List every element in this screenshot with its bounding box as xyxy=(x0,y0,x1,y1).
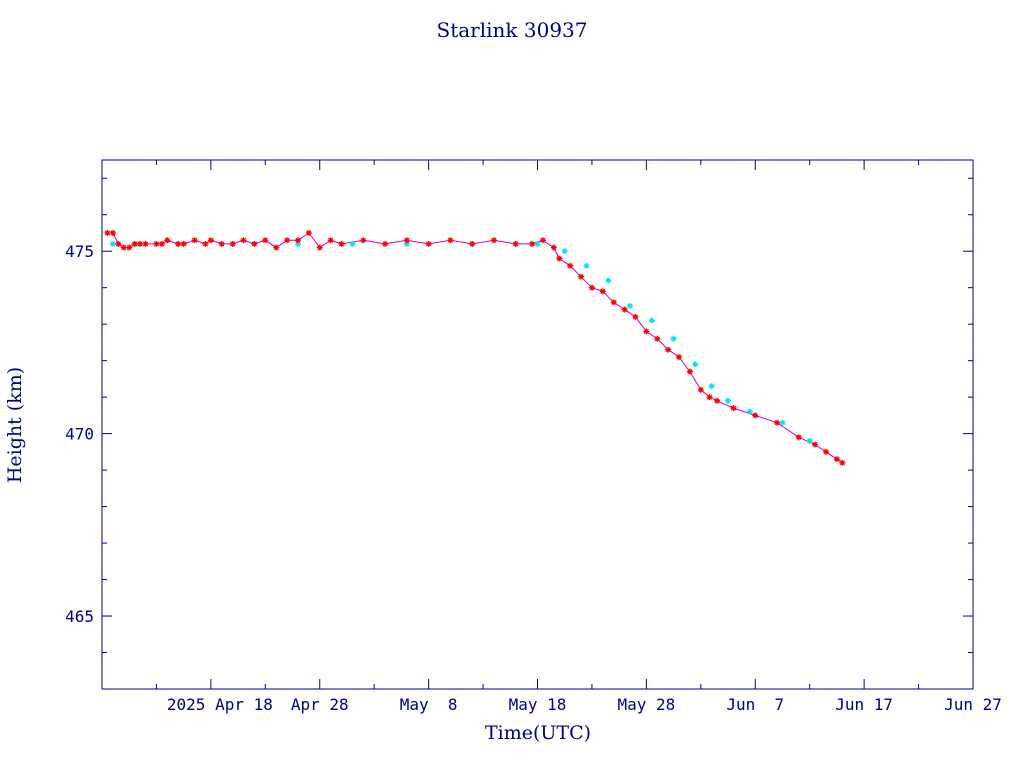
data-point-marker xyxy=(692,361,699,368)
data-point-marker xyxy=(305,229,312,236)
data-point-marker xyxy=(262,237,269,244)
data-point-marker xyxy=(550,244,557,251)
data-point-marker xyxy=(109,229,116,236)
data-point-marker xyxy=(284,237,291,244)
data-point-marker xyxy=(823,448,830,455)
data-point-marker xyxy=(490,237,497,244)
data-point-marker xyxy=(697,386,704,393)
series-lines xyxy=(107,232,843,464)
data-point-marker xyxy=(556,255,563,262)
data-point-marker xyxy=(191,237,198,244)
data-point-marker xyxy=(583,262,590,269)
data-point-marker xyxy=(469,240,476,247)
data-point-marker xyxy=(382,240,389,247)
x-tick-label: Apr 28 xyxy=(291,695,349,714)
data-point-marker xyxy=(632,313,639,320)
plot-frame xyxy=(101,159,974,690)
x-axis-ticks: 2025 Apr 18 Apr 28 May 8 May 18 May 28 Jun 7 J… xyxy=(101,160,1002,714)
data-point-marker xyxy=(229,240,236,247)
data-point-marker xyxy=(752,412,759,419)
data-point-marker xyxy=(621,306,628,313)
data-point-marker xyxy=(806,437,813,444)
data-point-marker xyxy=(670,335,677,342)
chart-title: Starlink 30937 xyxy=(437,18,588,42)
data-point-marker xyxy=(273,244,280,251)
x-tick-label: Jun 7 xyxy=(726,695,784,714)
data-point-marker xyxy=(714,397,721,404)
data-point-marker xyxy=(425,240,432,247)
data-point-marker xyxy=(812,441,819,448)
data-point-marker xyxy=(774,419,781,426)
data-point-marker xyxy=(158,240,165,247)
data-point-marker xyxy=(730,405,737,412)
x-tick-label: Jun 27 xyxy=(944,695,1002,714)
series-points xyxy=(104,229,846,466)
data-point-marker xyxy=(447,237,454,244)
x-axis-label: Time(UTC) xyxy=(485,722,591,744)
data-point-marker xyxy=(725,397,732,404)
x-tick-label: May 8 xyxy=(400,695,458,714)
y-axis-ticks: 465 470 475 xyxy=(65,177,973,690)
data-point-marker xyxy=(251,240,258,247)
x-tick-label: 2025 Apr 18 xyxy=(167,695,273,714)
data-point-marker xyxy=(294,237,301,244)
data-point-marker xyxy=(706,394,713,401)
data-point-marker xyxy=(126,244,133,251)
data-point-marker xyxy=(115,240,122,247)
data-point-marker xyxy=(833,456,840,463)
data-point-marker xyxy=(131,240,138,247)
data-point-marker xyxy=(137,240,144,247)
data-point-marker xyxy=(610,299,617,306)
data-point-marker xyxy=(665,346,672,353)
data-point-marker xyxy=(588,284,595,291)
data-point-marker xyxy=(686,368,693,375)
data-point-marker xyxy=(567,262,574,269)
data-point-marker xyxy=(120,244,127,251)
data-point-marker xyxy=(839,459,846,466)
data-point-marker xyxy=(218,240,225,247)
data-point-marker xyxy=(643,328,650,335)
data-point-marker xyxy=(529,240,536,247)
x-tick-label: Jun 17 xyxy=(835,695,893,714)
data-point-marker xyxy=(142,240,149,247)
data-point-marker xyxy=(180,240,187,247)
data-point-marker xyxy=(104,229,111,236)
data-point-marker xyxy=(360,237,367,244)
data-point-marker xyxy=(779,419,786,426)
data-point-marker xyxy=(153,240,160,247)
data-point-marker xyxy=(539,237,546,244)
data-point-marker xyxy=(578,273,585,280)
data-point-marker xyxy=(599,288,606,295)
data-point-marker xyxy=(605,277,612,284)
data-point-marker xyxy=(175,240,182,247)
y-axis-label: Height (km) xyxy=(4,367,26,483)
y-tick-label: 475 xyxy=(65,242,94,261)
data-point-marker xyxy=(795,434,802,441)
data-point-marker xyxy=(534,240,541,247)
data-point-marker xyxy=(164,237,171,244)
data-point-marker xyxy=(561,248,568,255)
data-point-marker xyxy=(202,240,209,247)
data-point-marker xyxy=(654,335,661,342)
data-point-marker xyxy=(676,354,683,361)
data-point-marker xyxy=(512,240,519,247)
data-point-marker xyxy=(240,237,247,244)
x-tick-label: May 28 xyxy=(617,695,675,714)
data-point-marker xyxy=(648,317,655,324)
data-point-marker xyxy=(338,240,345,247)
y-tick-label: 465 xyxy=(65,607,94,626)
data-point-marker xyxy=(207,237,214,244)
y-tick-label: 470 xyxy=(65,425,94,444)
data-point-marker xyxy=(327,237,334,244)
data-point-marker xyxy=(627,302,634,309)
data-point-marker xyxy=(349,240,356,247)
data-point-marker xyxy=(109,240,116,247)
series-line xyxy=(107,232,843,464)
data-point-marker xyxy=(316,244,323,251)
data-point-marker xyxy=(403,237,410,244)
x-tick-label: May 18 xyxy=(509,695,567,714)
data-point-marker xyxy=(708,383,715,390)
data-point-marker xyxy=(746,408,753,415)
